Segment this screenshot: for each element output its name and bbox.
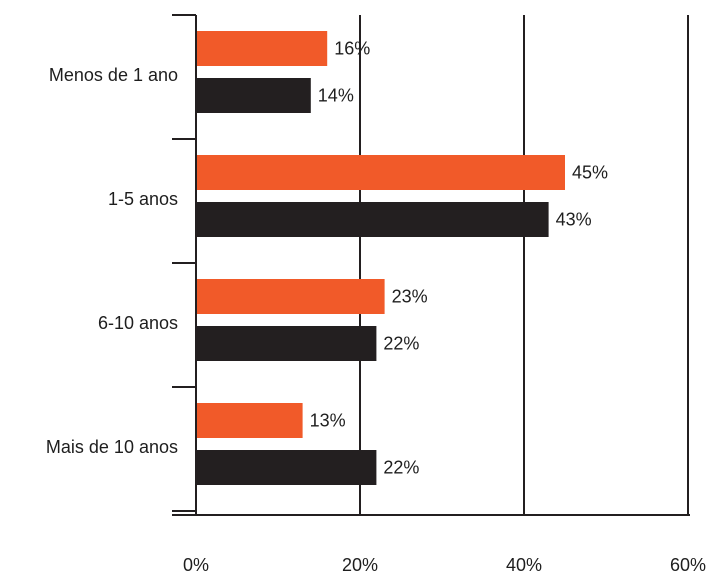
category-label-2: 6-10 anos [98, 313, 178, 333]
bar-series1-0 [196, 31, 328, 66]
x-tick-label-1: 20% [342, 555, 378, 571]
data-label-series2-0: 14% [318, 86, 354, 106]
bar-series2-1 [196, 202, 549, 237]
data-label-series1-0: 16% [334, 39, 370, 59]
bar-series1-3 [196, 403, 303, 438]
data-label-series2-3: 22% [383, 458, 419, 478]
x-tick-label-3: 60% [670, 555, 706, 571]
data-label-series2-2: 22% [383, 334, 419, 354]
data-label-series1-3: 13% [310, 411, 346, 431]
bar-series1-1 [196, 155, 565, 190]
bar-series2-0 [196, 78, 311, 113]
category-label-0: Menos de 1 ano [49, 65, 178, 85]
x-tick-label-0: 0% [183, 555, 209, 571]
data-label-series1-2: 23% [392, 287, 428, 307]
data-label-series1-1: 45% [572, 163, 608, 183]
category-label-1: 1-5 anos [108, 189, 178, 209]
category-label-3: Mais de 10 anos [46, 437, 178, 457]
x-tick-label-2: 40% [506, 555, 542, 571]
bar-series2-3 [196, 450, 377, 485]
bar-series2-2 [196, 326, 377, 361]
data-label-series2-1: 43% [556, 210, 592, 230]
bar-series1-2 [196, 279, 385, 314]
